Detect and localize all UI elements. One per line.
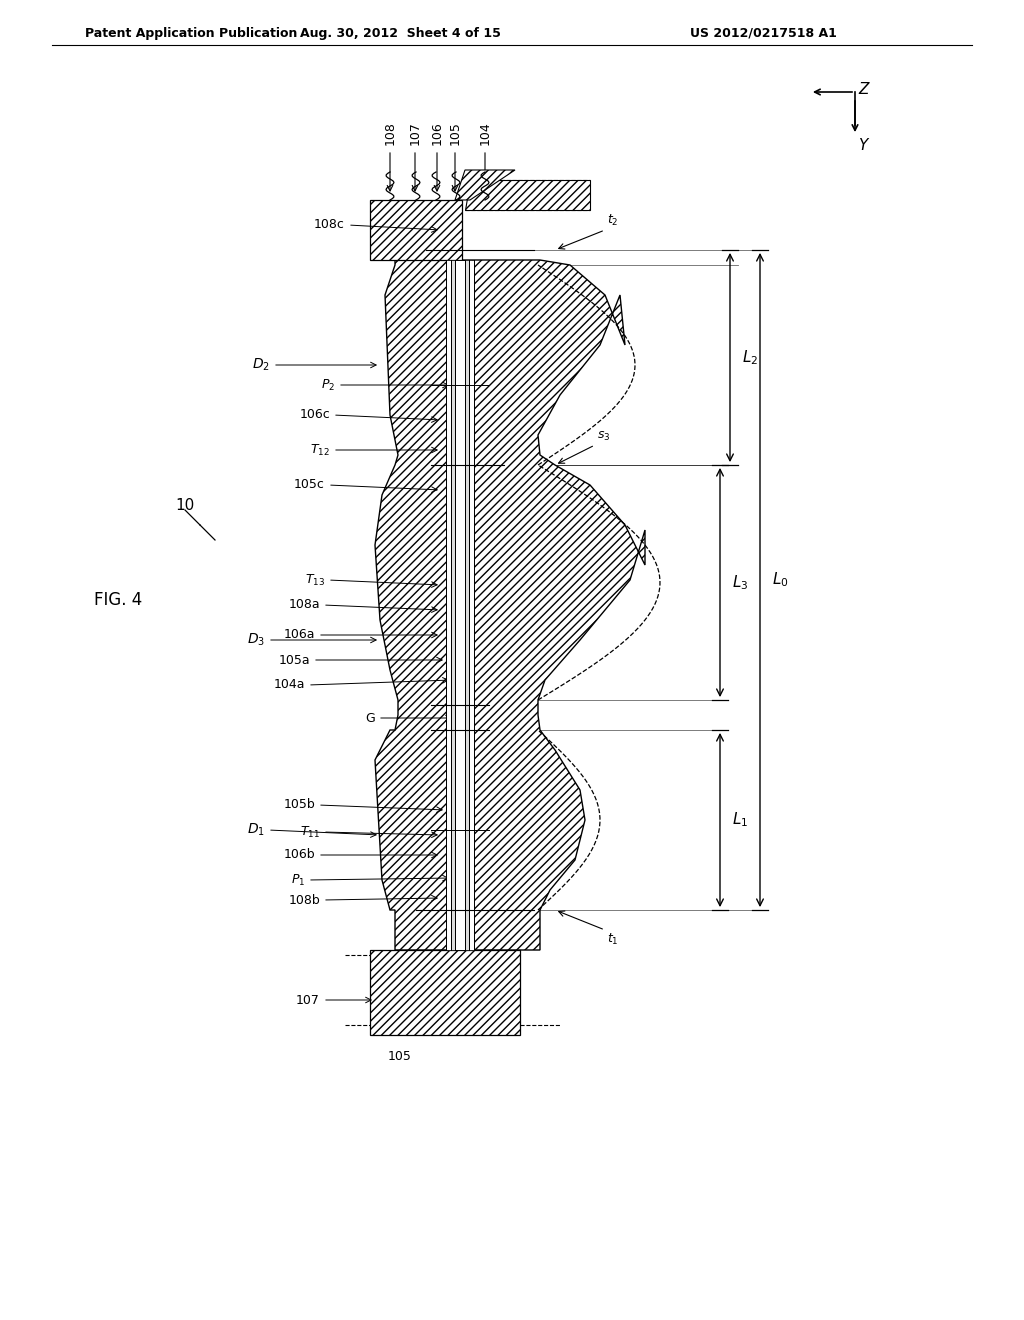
Polygon shape xyxy=(370,201,462,260)
Text: 106: 106 xyxy=(430,121,443,145)
Text: Patent Application Publication: Patent Application Publication xyxy=(85,26,297,40)
Text: $P_1$: $P_1$ xyxy=(291,873,305,887)
Text: $t_2$: $t_2$ xyxy=(607,213,618,228)
Text: $L_1$: $L_1$ xyxy=(732,810,749,829)
Text: 106a: 106a xyxy=(284,628,315,642)
Text: $L_3$: $L_3$ xyxy=(732,573,749,591)
Text: 105: 105 xyxy=(449,121,462,145)
Polygon shape xyxy=(451,260,455,950)
Text: Y: Y xyxy=(858,139,867,153)
Text: 108c: 108c xyxy=(314,219,345,231)
Text: 107: 107 xyxy=(409,121,422,145)
Text: 105a: 105a xyxy=(279,653,310,667)
Text: $T_{13}$: $T_{13}$ xyxy=(305,573,325,587)
Text: 108b: 108b xyxy=(288,894,319,907)
Text: 108a: 108a xyxy=(289,598,319,611)
Text: 104: 104 xyxy=(478,121,492,145)
Text: G: G xyxy=(366,711,375,725)
Text: $s_3$: $s_3$ xyxy=(597,430,610,444)
Text: Z: Z xyxy=(858,82,868,98)
Text: FIG. 4: FIG. 4 xyxy=(94,591,142,609)
Text: Aug. 30, 2012  Sheet 4 of 15: Aug. 30, 2012 Sheet 4 of 15 xyxy=(300,26,501,40)
Text: 106b: 106b xyxy=(284,849,315,862)
Text: $t_1$: $t_1$ xyxy=(607,932,618,948)
Polygon shape xyxy=(370,950,520,1035)
Text: $L_2$: $L_2$ xyxy=(742,348,758,367)
Text: 10: 10 xyxy=(175,498,195,512)
Text: $D_3$: $D_3$ xyxy=(247,632,265,648)
Polygon shape xyxy=(465,180,590,210)
Text: $D_1$: $D_1$ xyxy=(247,822,265,838)
Polygon shape xyxy=(446,260,451,950)
Polygon shape xyxy=(375,260,645,950)
Polygon shape xyxy=(469,260,474,950)
Polygon shape xyxy=(455,170,515,201)
Text: 106c: 106c xyxy=(299,408,330,421)
Text: $T_{12}$: $T_{12}$ xyxy=(310,442,330,458)
Text: 105: 105 xyxy=(388,1049,412,1063)
Polygon shape xyxy=(455,260,465,950)
Text: 108: 108 xyxy=(384,121,396,145)
Text: $T_{11}$: $T_{11}$ xyxy=(300,825,319,840)
Text: US 2012/0217518 A1: US 2012/0217518 A1 xyxy=(690,26,837,40)
Text: $L_0$: $L_0$ xyxy=(772,570,788,589)
Text: 105c: 105c xyxy=(294,479,325,491)
Polygon shape xyxy=(465,260,469,950)
Text: 107: 107 xyxy=(296,994,319,1006)
Text: 104a: 104a xyxy=(273,678,305,692)
Text: $P_2$: $P_2$ xyxy=(321,378,335,392)
Text: 105b: 105b xyxy=(284,799,315,812)
Text: $D_2$: $D_2$ xyxy=(252,356,270,374)
